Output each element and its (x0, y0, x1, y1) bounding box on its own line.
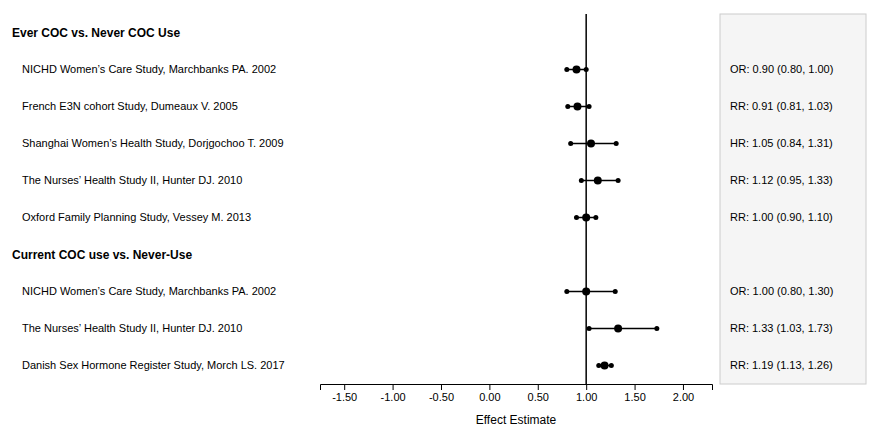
ci-line (567, 291, 615, 293)
ci-low-dot (564, 289, 569, 294)
group-header: Ever COC vs. Never COC Use (12, 26, 180, 40)
ci-low-dot (564, 67, 569, 72)
estimate-dot (573, 103, 581, 111)
results-panel (720, 14, 866, 384)
x-tick: 1.00 (576, 384, 597, 403)
result-text: RR: 1.12 (0.95, 1.33) (730, 174, 833, 186)
x-tick-label: 0.00 (479, 391, 500, 403)
x-axis: -1.50 -1.00 -0.50 0.00 0.50 1.00 1.50 2.00 (321, 384, 713, 403)
study-label: The Nurses’ Health Study II, Hunter DJ. … (22, 174, 242, 186)
result-text: RR: 1.33 (1.03, 1.73) (730, 322, 833, 334)
chart-svg: -1.50 -1.00 -0.50 0.00 0.50 1.00 1.50 2.00 Effec… (0, 0, 872, 436)
x-tick-label: 2.00 (673, 391, 694, 403)
estimate-dot (594, 177, 602, 185)
x-tick-label: 0.50 (528, 391, 549, 403)
ci-high-dot (609, 363, 614, 368)
x-tick-mark (489, 384, 490, 390)
estimate-dot (614, 325, 622, 333)
ci-high-dot (593, 215, 598, 220)
x-tick: 1.50 (624, 384, 645, 403)
x-axis-line (321, 385, 713, 391)
x-tick: 2.00 (673, 384, 694, 403)
study-label: Oxford Family Planning Study, Vessey M. … (22, 211, 251, 223)
x-tick-label: -1.50 (332, 391, 357, 403)
ci-high-dot (654, 326, 659, 331)
ci-low-dot (574, 215, 579, 220)
x-tick: 0.00 (479, 384, 500, 403)
result-text: RR: 1.19 (1.13, 1.26) (730, 359, 833, 371)
ci-low-dot (565, 104, 570, 109)
x-tick-mark (344, 384, 345, 390)
x-tick-mark (393, 384, 394, 390)
x-tick-mark (683, 384, 684, 390)
x-axis-title: Effect Estimate (476, 413, 557, 427)
x-tick: -1.00 (381, 384, 406, 403)
x-tick: -0.50 (429, 384, 454, 403)
x-tick-mark (635, 384, 636, 390)
ci-low-dot (568, 141, 573, 146)
marks (564, 14, 659, 384)
x-tick-mark (538, 384, 539, 390)
background (0, 0, 872, 436)
texts: Ever COC vs. Never COC Use NICHD Women’s … (12, 26, 833, 372)
x-tick-mark (586, 384, 587, 390)
group-header: Current COC use vs. Never-Use (12, 248, 192, 262)
estimate-dot (582, 214, 590, 222)
estimate-dot (572, 66, 580, 74)
study-label: The Nurses’ Health Study II, Hunter DJ. … (22, 322, 242, 334)
study-label: NICHD Women’s Care Study, Marchbanks PA.… (22, 63, 276, 75)
study-label: Shanghai Women’s Health Study, Dorjgocho… (22, 137, 284, 149)
estimate-dot (582, 288, 590, 296)
x-tick-label: -0.50 (429, 391, 454, 403)
result-text: OR: 1.00 (0.80, 1.30) (730, 285, 833, 297)
x-tick: 0.50 (528, 384, 549, 403)
result-text: RR: 0.91 (0.81, 1.03) (730, 100, 833, 112)
study-label: Danish Sex Hormone Register Study, Morch… (22, 359, 285, 371)
result-text: RR: 1.00 (0.90, 1.10) (730, 211, 833, 223)
ci-low-dot (587, 326, 592, 331)
result-text: HR: 1.05 (0.84, 1.31) (730, 137, 833, 149)
ci-high-dot (614, 141, 619, 146)
ci-high-dot (613, 289, 618, 294)
x-tick-label: 1.50 (624, 391, 645, 403)
estimate-dot (601, 362, 609, 370)
chart-container: -1.50 -1.00 -0.50 0.00 0.50 1.00 1.50 2.00 Effec… (0, 0, 872, 436)
ci-high-dot (584, 67, 589, 72)
x-tick: -1.50 (332, 384, 357, 403)
ci-low-dot (579, 178, 584, 183)
estimate-dot (587, 140, 595, 148)
ci-high-dot (616, 178, 621, 183)
ci-high-dot (587, 104, 592, 109)
x-tick-mark (441, 384, 442, 390)
x-tick-label: 1.00 (576, 391, 597, 403)
result-text: OR: 0.90 (0.80, 1.00) (730, 63, 833, 75)
ci-line (589, 328, 657, 330)
study-label: NICHD Women’s Care Study, Marchbanks PA.… (22, 285, 276, 297)
ci-low-dot (596, 363, 601, 368)
x-tick-label: -1.00 (381, 391, 406, 403)
study-label: French E3N cohort Study, Dumeaux V. 2005 (22, 100, 238, 112)
